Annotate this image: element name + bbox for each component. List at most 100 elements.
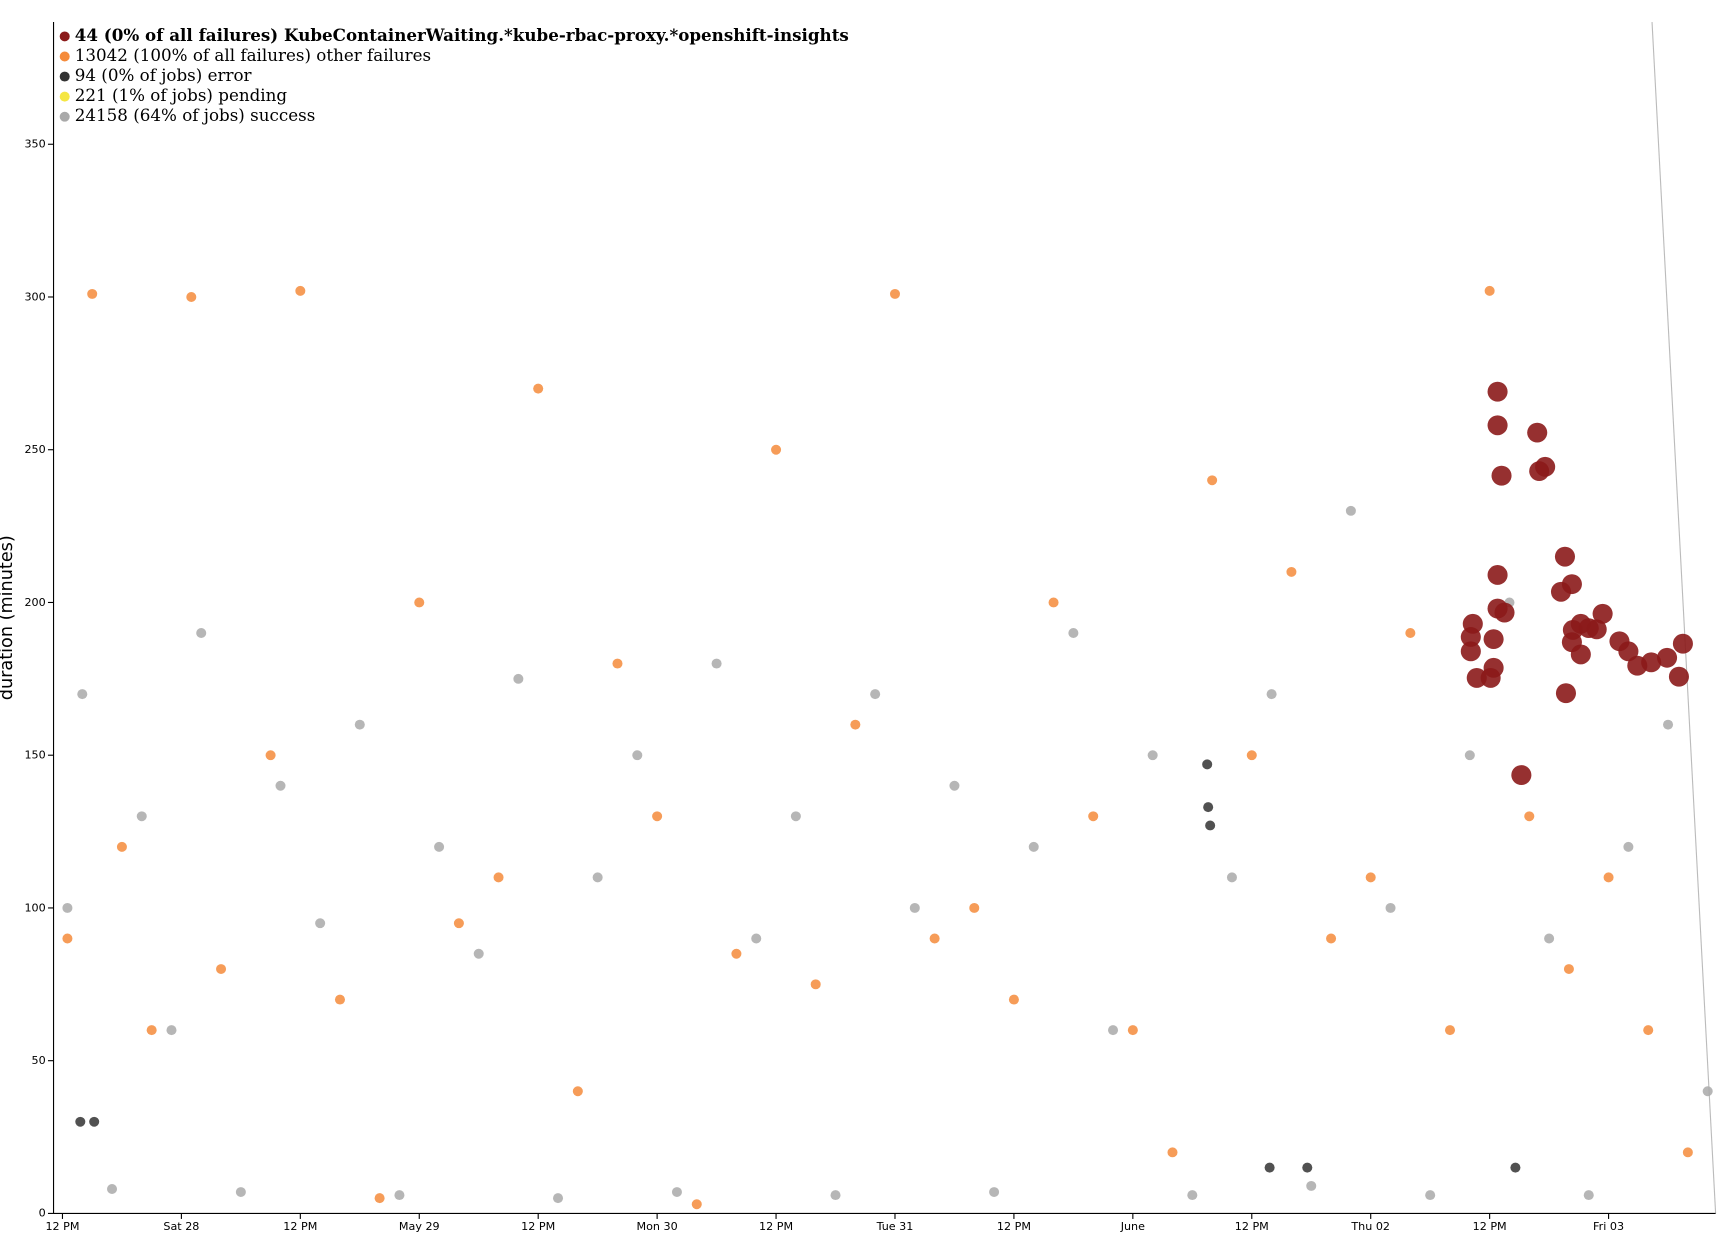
legend-label: 13042 (100% of all failures) other failu… — [75, 46, 431, 65]
point — [1246, 750, 1257, 761]
legend-marker — [59, 31, 70, 42]
point — [62, 933, 73, 944]
point — [1487, 415, 1508, 436]
point — [1484, 285, 1495, 296]
y-tick-label: 0 — [39, 1207, 46, 1220]
legend-label: 44 (0% of all failures) KubeContainerWai… — [75, 25, 849, 45]
point — [1405, 628, 1416, 638]
point — [1460, 627, 1481, 647]
y-tick-label: 200 — [24, 596, 45, 609]
point — [1618, 641, 1639, 662]
y-tick-label: 100 — [24, 901, 45, 914]
point — [1207, 475, 1218, 486]
point — [295, 285, 306, 296]
x-tick-label: 12 PM — [759, 1220, 793, 1233]
point — [1226, 872, 1237, 883]
point — [850, 719, 861, 730]
x-tick-label: 12 PM — [1473, 1220, 1507, 1233]
x-tick-label: 12 PM — [521, 1220, 555, 1233]
point — [1550, 581, 1572, 602]
point — [1586, 619, 1607, 640]
point — [1028, 841, 1039, 852]
point — [1702, 1086, 1713, 1097]
point — [1535, 456, 1556, 477]
point — [830, 1190, 841, 1201]
point — [1425, 1190, 1436, 1201]
point — [949, 780, 960, 791]
point — [652, 811, 663, 822]
point — [1365, 872, 1376, 883]
legend-label: 94 (0% of jobs) error — [75, 66, 252, 85]
point — [1524, 811, 1535, 822]
x-tick-label: 12 PM — [1235, 1220, 1269, 1233]
point — [533, 383, 544, 394]
legend-label: 24158 (64% of jobs) success — [75, 106, 316, 125]
point — [1643, 1025, 1654, 1036]
point — [1464, 750, 1475, 761]
point — [186, 292, 197, 302]
point — [929, 933, 940, 944]
point — [1563, 964, 1574, 975]
point — [116, 841, 127, 852]
point — [275, 780, 286, 791]
point — [1203, 802, 1214, 813]
point — [1487, 565, 1508, 585]
point — [106, 1184, 118, 1194]
point — [552, 1193, 564, 1204]
x-tick-label: Sat 28 — [163, 1220, 199, 1233]
point — [1583, 1190, 1594, 1201]
point — [513, 673, 524, 684]
point — [711, 658, 722, 669]
point — [1444, 1025, 1456, 1036]
point — [89, 1116, 100, 1127]
decor-line — [1651, 22, 1717, 1214]
point — [771, 444, 782, 455]
point — [731, 948, 742, 959]
point — [1147, 750, 1158, 761]
x-tick-label: May 29 — [399, 1220, 440, 1233]
point — [354, 719, 365, 730]
point — [216, 964, 227, 975]
point — [196, 628, 207, 638]
point — [1527, 422, 1548, 443]
y-axis-label: duration (minutes) — [0, 535, 17, 700]
point — [1592, 603, 1613, 624]
point — [1554, 546, 1576, 567]
point — [632, 750, 643, 761]
legend-marker — [59, 91, 70, 102]
legend-label: 221 (1% of jobs) pending — [75, 86, 288, 105]
point — [1068, 628, 1079, 638]
point — [810, 979, 821, 990]
legend-marker — [59, 71, 70, 82]
point — [75, 1116, 86, 1127]
point — [1460, 641, 1481, 662]
point — [493, 872, 504, 883]
point — [1266, 689, 1277, 700]
point — [1048, 597, 1059, 608]
point — [1511, 765, 1532, 785]
point — [1326, 933, 1337, 944]
point — [1187, 1190, 1198, 1201]
point — [1510, 1162, 1521, 1173]
point — [1672, 633, 1693, 654]
legend-marker — [59, 51, 70, 62]
legend: 44 (0% of all failures) KubeContainerWai… — [59, 25, 849, 125]
x-tick-label: Fri 03 — [1593, 1220, 1624, 1233]
x-tick-label: Thu 02 — [1350, 1220, 1390, 1233]
point — [1657, 647, 1678, 668]
x-tick-label: 12 PM — [45, 1220, 79, 1233]
point — [434, 841, 445, 852]
point — [1682, 1147, 1693, 1158]
point — [414, 597, 425, 608]
point — [790, 811, 801, 822]
y-tick-label: 250 — [24, 443, 45, 456]
point — [394, 1190, 405, 1201]
legend-marker — [59, 111, 70, 122]
point — [1345, 505, 1356, 516]
point — [235, 1187, 246, 1198]
point — [1494, 602, 1515, 623]
point — [1480, 667, 1501, 688]
point — [1088, 811, 1099, 822]
